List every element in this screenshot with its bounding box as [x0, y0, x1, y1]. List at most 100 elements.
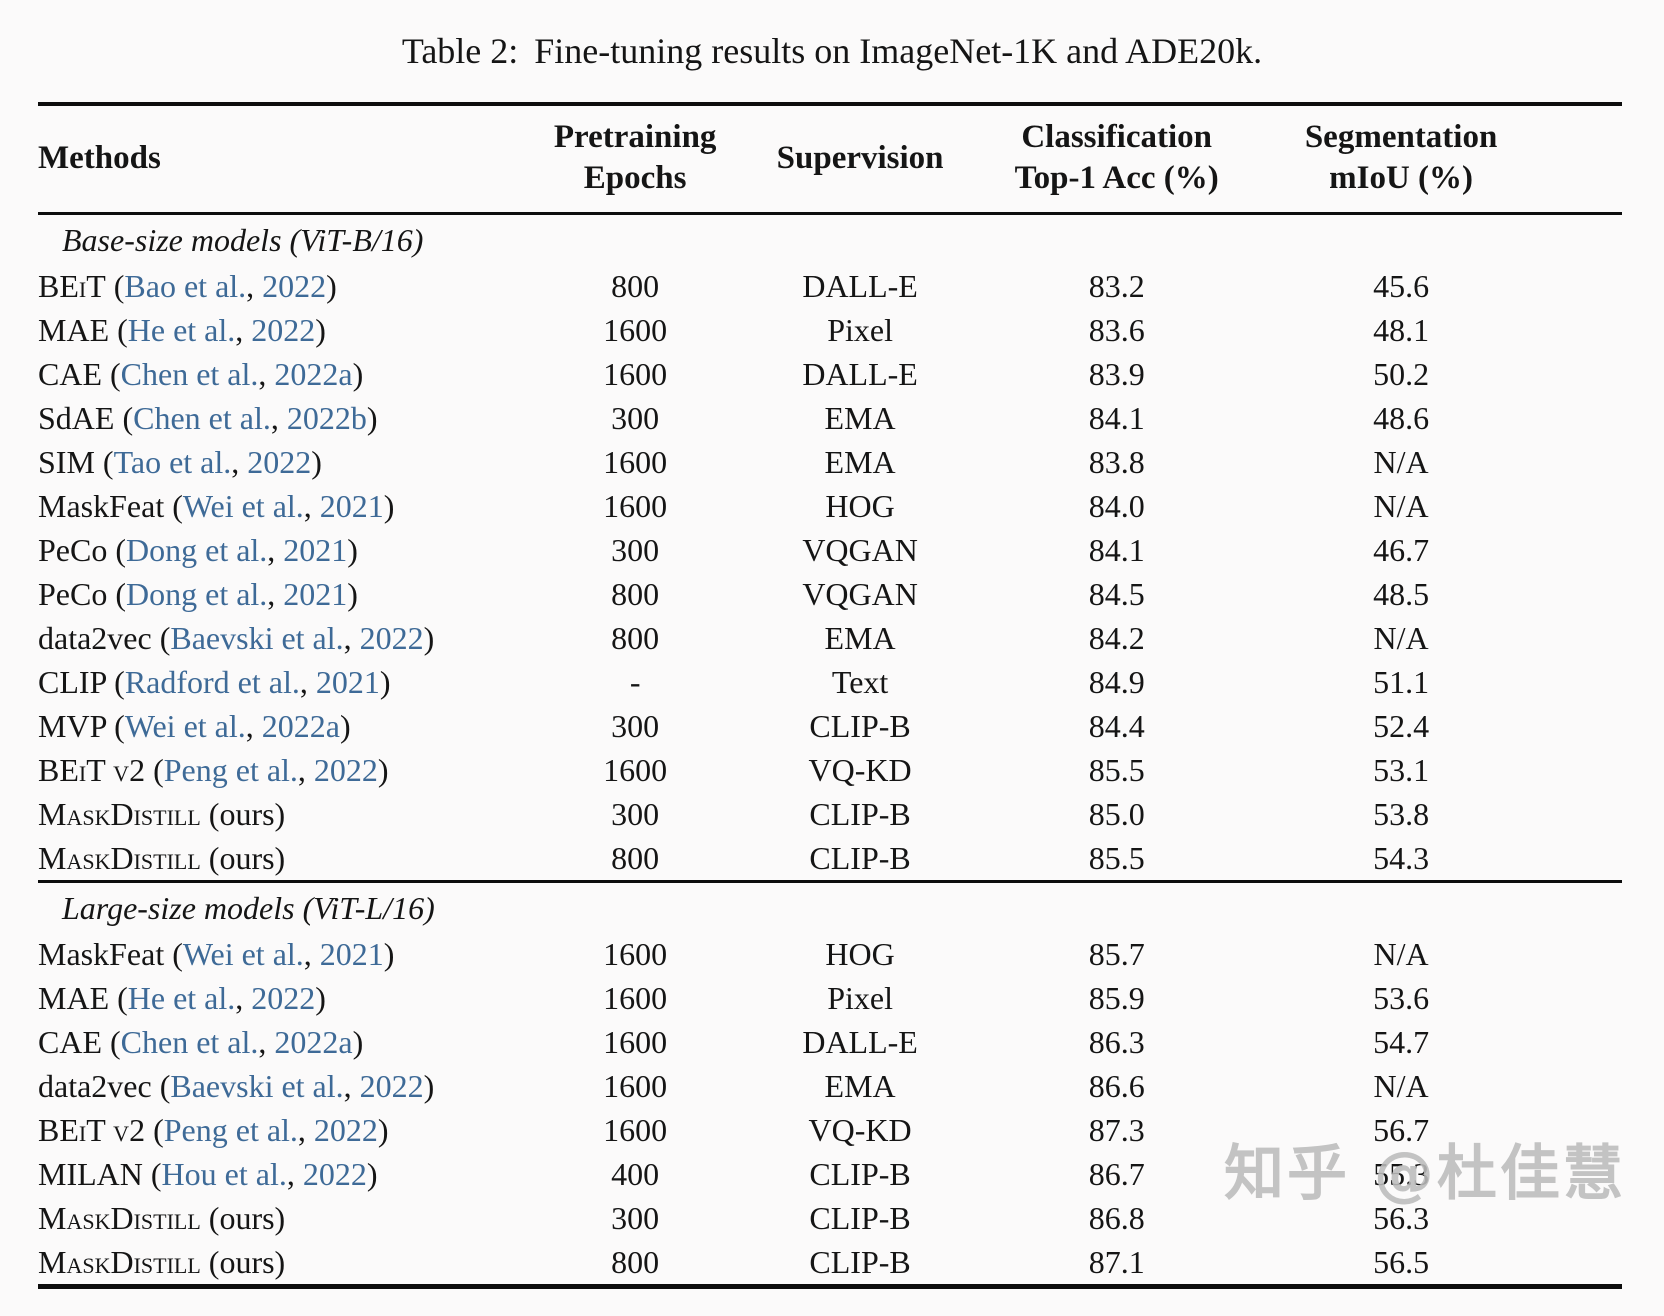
citation-year-link[interactable]: 2022 [313, 1112, 378, 1148]
acc-cell: 84.2 [1088, 620, 1145, 656]
epochs-cell: 1600 [603, 312, 668, 348]
citation-author-link[interactable]: Peng et al. [163, 752, 298, 788]
acc-cell: 86.6 [1088, 1068, 1145, 1104]
epochs-cell: - [629, 664, 641, 700]
miou-cell: N/A [1373, 488, 1429, 524]
method-cell: CLIP (Radford et al., 2021) [38, 664, 391, 700]
col-header-segmentation-line1: Segmentation [1304, 119, 1498, 155]
acc-cell: 85.5 [1088, 752, 1145, 788]
citation-author-link[interactable]: Chen et al. [120, 356, 259, 392]
method-name: BEiT v2 [38, 1112, 146, 1148]
table-row: MVP (Wei et al., 2022a) 300 CLIP-B 84.4 52.4 [38, 704, 1622, 748]
citation-year-link[interactable]: 2022a [261, 708, 340, 744]
supervision-cell: HOG [825, 936, 895, 972]
acc-cell: 85.9 [1088, 980, 1145, 1016]
method-cell: MaskFeat (Wei et al., 2021) [38, 488, 395, 524]
citation-author-link[interactable]: Baevski et al. [170, 620, 344, 656]
epochs-cell: 800 [611, 620, 660, 656]
epochs-cell: 1600 [603, 1068, 668, 1104]
table-body: Base-size models (ViT-B/16) BEiT (Bao et … [38, 214, 1622, 1287]
table-row: MAE (He et al., 2022) 1600 Pixel 85.9 53.6 [38, 976, 1622, 1020]
method-name: MVP [38, 708, 107, 744]
citation-year-link[interactable]: 2022 [262, 268, 327, 304]
method-name: SIM [38, 444, 95, 480]
acc-cell: 84.9 [1088, 664, 1145, 700]
citation-author-link[interactable]: Bao et al. [124, 268, 247, 304]
method-name: PeCo [38, 532, 108, 568]
table-row: CAE (Chen et al., 2022a) 1600 DALL-E 86.3 54… [38, 1020, 1622, 1064]
method-cell: MAE (He et al., 2022) [38, 312, 326, 348]
method-cell: data2vec (Baevski et al., 2022) [38, 620, 435, 656]
supervision-cell: VQ-KD [808, 752, 912, 788]
citation-author-link[interactable]: Wei et al. [182, 936, 304, 972]
citation-author-link[interactable]: Dong et al. [126, 532, 268, 568]
epochs-cell: 1600 [603, 444, 668, 480]
epochs-cell: 1600 [603, 488, 668, 524]
citation-author-link[interactable]: Radford et al. [124, 664, 300, 700]
method-name: MAE [38, 980, 110, 1016]
method-name: SdAE [38, 400, 115, 436]
citation-author-link[interactable]: He et al. [127, 980, 236, 1016]
citation-year-link[interactable]: 2022 [359, 620, 424, 656]
epochs-cell: 300 [611, 400, 660, 436]
epochs-cell: 300 [611, 532, 660, 568]
method-name: CAE [38, 1024, 102, 1060]
method-cell: CAE (Chen et al., 2022a) [38, 356, 364, 392]
citation-author-link[interactable]: Tao et al. [113, 444, 232, 480]
method-cell: MaskDistill (ours) [38, 796, 286, 832]
acc-cell: 85.7 [1088, 936, 1145, 972]
citation-author-link[interactable]: Dong et al. [126, 576, 268, 612]
citation-year-link[interactable]: 2021 [283, 576, 348, 612]
citation-year-link[interactable]: 2021 [319, 488, 384, 524]
citation-author-link[interactable]: Hou et al. [161, 1156, 287, 1192]
table-caption-label: Table 2: [401, 31, 519, 71]
col-header-classification: Classification Top-1 Acc (%) [947, 104, 1287, 215]
citation-author-link[interactable]: Wei et al. [124, 708, 246, 744]
acc-cell: 83.9 [1088, 356, 1145, 392]
supervision-cell: Pixel [827, 980, 893, 1016]
citation-author-link[interactable]: Peng et al. [163, 1112, 298, 1148]
miou-cell: N/A [1373, 620, 1429, 656]
table-row: SdAE (Chen et al., 2022b) 300 EMA 84.1 48.6 [38, 396, 1622, 440]
citation-author-link[interactable]: Wei et al. [182, 488, 304, 524]
acc-cell: 87.1 [1088, 1244, 1145, 1280]
method-cell: CAE (Chen et al., 2022a) [38, 1024, 364, 1060]
miou-cell: 53.8 [1373, 796, 1430, 832]
epochs-cell: 1600 [603, 1112, 668, 1148]
table-row: MaskDistill (ours) 800 CLIP-B 87.1 56.5 [38, 1240, 1622, 1287]
method-name: CLIP [38, 664, 107, 700]
citation-year-link[interactable]: 2022 [247, 444, 312, 480]
epochs-cell: 800 [611, 576, 660, 612]
citation-author-link[interactable]: He et al. [127, 312, 236, 348]
miou-cell: N/A [1373, 444, 1429, 480]
acc-cell: 83.6 [1088, 312, 1145, 348]
citation-year-link[interactable]: 2022b [286, 400, 367, 436]
miou-cell: 54.7 [1373, 1024, 1430, 1060]
acc-cell: 83.8 [1088, 444, 1145, 480]
supervision-cell: Text [831, 664, 889, 700]
citation-year-link[interactable]: 2021 [319, 936, 384, 972]
table-caption: Table 2: Fine-tuning results on ImageNet-… [0, 30, 1664, 72]
citation-year-link[interactable]: 2022 [251, 980, 316, 1016]
miou-cell: N/A [1373, 1068, 1429, 1104]
citation-author-link[interactable]: Chen et al. [133, 400, 271, 436]
citation-author-link[interactable]: Chen et al. [120, 1024, 259, 1060]
col-header-epochs-line2: Epochs [583, 160, 687, 196]
citation-year-link[interactable]: 2022 [313, 752, 378, 788]
method-name: BEiT [38, 268, 106, 304]
citation-year-link[interactable]: 2022 [251, 312, 316, 348]
citation-year-link[interactable]: 2022 [302, 1156, 367, 1192]
citation-year-link[interactable]: 2022 [359, 1068, 424, 1104]
citation-year-link[interactable]: 2021 [283, 532, 348, 568]
method-cell: SIM (Tao et al., 2022) [38, 444, 322, 480]
citation-year-link[interactable]: 2022a [274, 1024, 353, 1060]
citation-author-link[interactable]: Baevski et al. [170, 1068, 344, 1104]
miou-cell: 54.3 [1373, 840, 1430, 876]
method-name: MaskFeat [38, 936, 165, 972]
citation-year-link[interactable]: 2021 [315, 664, 380, 700]
miou-cell: 53.1 [1373, 752, 1430, 788]
citation-year-link[interactable]: 2022a [274, 356, 353, 392]
acc-cell: 86.8 [1088, 1200, 1145, 1236]
method-cell: PeCo (Dong et al., 2021) [38, 576, 358, 612]
miou-cell: 55.3 [1373, 1156, 1430, 1192]
